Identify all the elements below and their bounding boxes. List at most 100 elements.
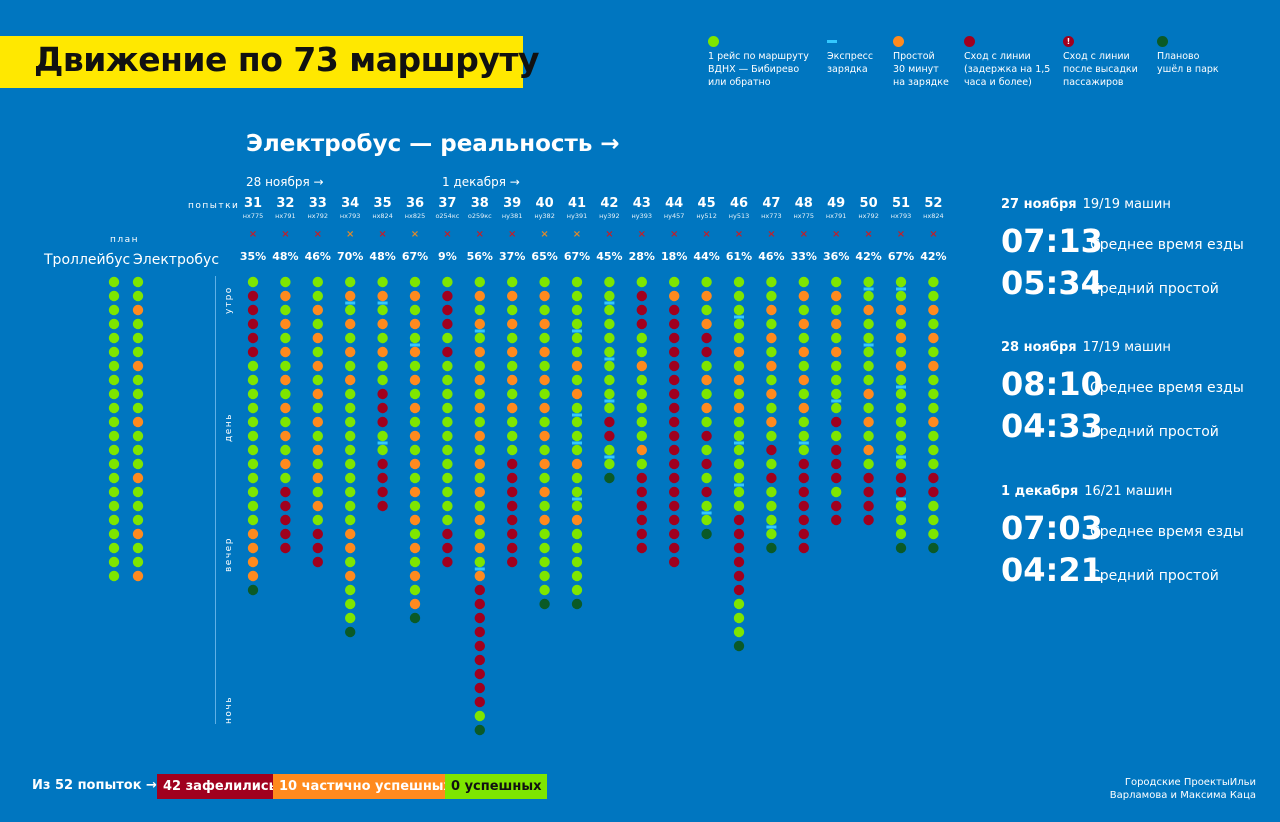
attempt-36-idle-dot bbox=[409, 318, 421, 330]
attempt-38-trip-dot bbox=[474, 500, 485, 512]
vehicle-code: ну393 bbox=[631, 212, 653, 220]
vehicle-code: ну381 bbox=[501, 212, 523, 220]
attempt-33-off-line-dot bbox=[312, 542, 323, 554]
attempt-percent: 36% bbox=[823, 250, 850, 263]
express-charge-mark bbox=[831, 399, 842, 403]
attempt-35-trip-dot bbox=[377, 360, 388, 372]
stat-avg-time: 07:03 bbox=[1001, 509, 1103, 547]
attempt-36-idle-dot bbox=[409, 598, 421, 610]
attempt-37-trip-dot bbox=[442, 360, 453, 372]
attempt-31-trip-dot bbox=[247, 402, 259, 414]
plan-electrobus-idle-dot bbox=[132, 472, 144, 484]
attempt-52-trip-dot bbox=[928, 346, 939, 358]
attempt-38-off-line-dot bbox=[474, 626, 485, 638]
attempt-49-off-line-dot bbox=[831, 514, 842, 526]
attempt-45-trip-dot bbox=[701, 514, 712, 526]
stat-date: 27 ноября 19/19 машин bbox=[1001, 197, 1171, 212]
attempt-38-idle-dot bbox=[474, 318, 485, 330]
attempt-header-14: 45 ну512 × 44% bbox=[690, 197, 724, 264]
attempt-42-trip-dot bbox=[604, 346, 615, 358]
plan-electrobus-trip-dot bbox=[132, 458, 144, 470]
attempt-49-trip-dot bbox=[831, 402, 842, 414]
attempt-mark: × bbox=[281, 229, 290, 240]
attempt-38-trip-dot bbox=[474, 416, 485, 428]
attempt-38-off-line-dot bbox=[474, 640, 485, 652]
attempt-34-trip-dot bbox=[345, 360, 356, 372]
attempt-39-trip-dot bbox=[507, 416, 518, 428]
plan-trolleybus-trip-dot bbox=[108, 472, 120, 484]
vehicle-code: нх775 bbox=[242, 212, 264, 220]
plan-trolleybus-trip-dot bbox=[108, 528, 120, 540]
attempt-50-trip-dot bbox=[863, 402, 874, 414]
attempt-49-off-line-dot bbox=[831, 500, 842, 512]
attempt-39-off-line-dot bbox=[507, 514, 518, 526]
attempt-44-off-line-dot bbox=[669, 304, 680, 316]
attempt-43-idle-dot bbox=[636, 444, 647, 456]
stat-date-day: 28 ноября bbox=[1001, 340, 1077, 355]
vehicle-code: нх793 bbox=[890, 212, 912, 220]
date-label-28nov: 28 ноября → bbox=[246, 175, 324, 189]
dark-green-dot-icon bbox=[1157, 36, 1168, 47]
attempt-46-trip-dot bbox=[733, 360, 745, 372]
attempt-46-trip-dot bbox=[733, 486, 745, 498]
attempt-mark: × bbox=[248, 229, 258, 240]
attempt-mark: × bbox=[864, 229, 873, 240]
plan-electrobus-trip-dot bbox=[132, 500, 144, 512]
attempt-37-trip-dot bbox=[442, 402, 453, 414]
attempt-51-trip-dot bbox=[895, 374, 907, 386]
attempt-31-idle-dot bbox=[247, 528, 259, 540]
attempt-mark: × bbox=[443, 229, 452, 240]
express-charge-mark bbox=[345, 301, 356, 305]
legend-idle-line1: Простой bbox=[893, 51, 935, 62]
attempt-32-idle-dot bbox=[280, 318, 291, 330]
attempt-percent: 48% bbox=[369, 250, 396, 263]
attempt-52-trip-dot bbox=[928, 430, 939, 442]
attempt-38-idle-dot bbox=[474, 402, 485, 414]
attempt-header-15: 46 ну513 × 61% bbox=[722, 197, 756, 264]
attempt-39-off-line-dot bbox=[507, 458, 518, 470]
attempt-38-idle-dot bbox=[474, 346, 485, 358]
attempt-45-depot-dot bbox=[701, 528, 712, 540]
attempt-31-trip-dot bbox=[247, 514, 259, 526]
attempt-46-off-line-dot bbox=[733, 570, 745, 582]
attempt-45-idle-dot bbox=[701, 290, 712, 302]
attempt-41-trip-dot bbox=[571, 584, 583, 596]
attempt-33-idle-dot bbox=[312, 388, 323, 400]
legend-depot-line2: ушёл в парк bbox=[1157, 64, 1219, 75]
attempt-40-idle-dot bbox=[539, 290, 550, 302]
attempt-36-trip-dot bbox=[409, 304, 421, 316]
attempt-31-trip-dot bbox=[247, 444, 259, 456]
attempt-38-trip-dot bbox=[474, 556, 485, 568]
attempt-50-idle-dot bbox=[863, 416, 874, 428]
attempt-31-trip-dot bbox=[247, 388, 259, 400]
attempt-40-trip-dot bbox=[539, 542, 550, 554]
attempt-45-trip-dot bbox=[701, 388, 712, 400]
attempt-mark: × bbox=[896, 229, 906, 240]
attempt-40-trip-dot bbox=[539, 444, 550, 456]
attempt-38-off-line-dot bbox=[474, 584, 485, 596]
attempt-32-off-line-dot bbox=[280, 542, 291, 554]
attempt-51-off-line-dot bbox=[895, 472, 907, 484]
attempt-37-trip-dot bbox=[442, 486, 453, 498]
attempt-41-idle-dot bbox=[571, 514, 583, 526]
attempt-48-trip-dot bbox=[798, 444, 809, 456]
attempt-percent: 18% bbox=[661, 250, 688, 263]
attempt-38-off-line-dot bbox=[474, 654, 485, 666]
attempt-36-idle-dot bbox=[409, 290, 421, 302]
attempt-47-depot-dot bbox=[766, 542, 777, 554]
attempt-39-idle-dot bbox=[507, 290, 518, 302]
attempt-40-trip-dot bbox=[539, 388, 550, 400]
stat-date-day: 27 ноября bbox=[1001, 197, 1077, 212]
attempt-39-trip-dot bbox=[507, 360, 518, 372]
attempt-44-trip-dot bbox=[669, 276, 680, 288]
plan-electrobus-trip-dot bbox=[132, 556, 144, 568]
attempt-46-trip-dot bbox=[733, 626, 745, 638]
attempt-34-trip-dot bbox=[345, 444, 356, 456]
attempt-48-off-line-dot bbox=[798, 542, 809, 554]
plan-electrobus-trip-dot bbox=[132, 542, 144, 554]
vehicle-code: нх792 bbox=[307, 212, 329, 220]
plan-trolleybus-trip-dot bbox=[108, 276, 120, 288]
attempt-51-depot-dot bbox=[895, 542, 907, 554]
attempt-51-trip-dot bbox=[895, 346, 907, 358]
legend-express-line2: зарядка bbox=[827, 64, 868, 75]
